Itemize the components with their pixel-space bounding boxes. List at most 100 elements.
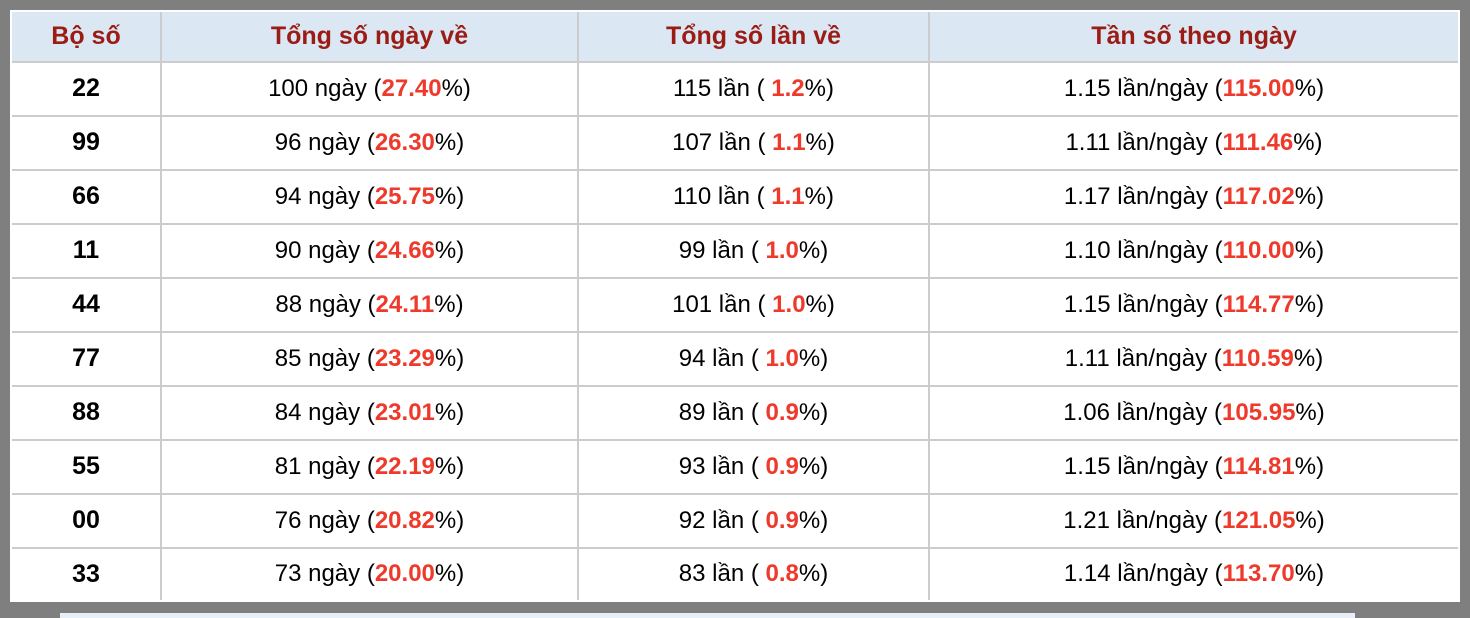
times-suffix: %) — [798, 236, 829, 264]
times-text: 110 lần ( — [672, 182, 772, 210]
times-percent: 1.2 — [771, 74, 805, 102]
days-cell: 96 ngày (26.30%) — [161, 115, 579, 171]
days-suffix: %) — [434, 128, 465, 156]
pair-cell: 77 — [12, 331, 162, 387]
times-text: 89 lần ( — [678, 398, 766, 426]
freq-percent: 115.00 — [1222, 74, 1295, 102]
days-cell: 73 ngày (20.00%) — [161, 547, 579, 600]
days-cell: 90 ngày (24.66%) — [161, 223, 579, 279]
times-percent: 0.9 — [765, 452, 799, 480]
freq-text: 1.11 lần/ngày ( — [1064, 344, 1222, 372]
freq-cell: 1.21 lần/ngày (121.05%) — [929, 493, 1458, 549]
freq-cell: 1.14 lần/ngày (113.70%) — [929, 548, 1458, 600]
days-text: 90 ngày ( — [274, 236, 375, 264]
days-percent: 25.75 — [374, 182, 435, 210]
table-row: 11 90 ngày (24.66%) 99 lần ( 1.0%) 1.10 … — [12, 223, 1458, 279]
table-row: 88 84 ngày (23.01%) 89 lần ( 0.9%) 1.06 … — [12, 385, 1458, 441]
times-suffix: %) — [804, 182, 834, 210]
days-cell: 100 ngày (27.40%) — [161, 62, 579, 117]
days-suffix: %) — [434, 506, 465, 534]
times-text: 115 lần ( — [672, 74, 772, 102]
days-suffix: %) — [434, 452, 465, 480]
days-text: 85 ngày ( — [274, 344, 375, 372]
times-suffix: %) — [798, 560, 829, 588]
times-suffix: %) — [804, 74, 834, 102]
times-suffix: %) — [798, 398, 829, 426]
freq-suffix: %) — [1295, 398, 1325, 426]
freq-cell: 1.15 lần/ngày (114.81%) — [929, 439, 1458, 495]
freq-suffix: %) — [1295, 506, 1325, 534]
freq-text: 1.14 lần/ngày ( — [1063, 560, 1223, 588]
days-suffix: %) — [434, 236, 465, 264]
freq-suffix: %) — [1293, 344, 1324, 372]
times-text: 92 lần ( — [678, 506, 766, 534]
times-suffix: %) — [805, 128, 835, 156]
freq-percent: 121.05 — [1222, 506, 1296, 534]
pair-cell: 99 — [12, 115, 162, 171]
freq-cell: 1.17 lần/ngày (117.02%) — [929, 169, 1458, 225]
times-cell: 110 lần ( 1.1%) — [578, 169, 930, 225]
days-text: 96 ngày ( — [274, 128, 375, 156]
freq-cell: 1.10 lần/ngày (110.00%) — [929, 223, 1458, 279]
days-text: 73 ngày ( — [274, 560, 375, 588]
days-suffix: %) — [434, 290, 464, 318]
days-percent: 23.29 — [374, 344, 435, 372]
times-percent: 1.1 — [771, 182, 805, 210]
freq-suffix: %) — [1294, 452, 1325, 480]
freq-suffix: %) — [1294, 236, 1325, 264]
times-text: 101 lần ( — [672, 290, 773, 318]
freq-percent: 110.59 — [1221, 344, 1294, 372]
days-suffix: %) — [434, 182, 465, 210]
times-percent: 0.8 — [765, 560, 799, 588]
times-text: 107 lần ( — [672, 128, 773, 156]
freq-suffix: %) — [1294, 182, 1325, 210]
freq-cell: 1.15 lần/ngày (114.77%) — [929, 277, 1458, 333]
col-header-total-days: Tổng số ngày về — [161, 12, 579, 63]
times-percent: 1.0 — [772, 290, 806, 318]
times-percent: 1.0 — [765, 236, 799, 264]
times-cell: 83 lần ( 0.8%) — [578, 547, 930, 600]
freq-suffix: %) — [1294, 560, 1325, 588]
freq-text: 1.21 lần/ngày ( — [1063, 506, 1223, 534]
freq-text: 1.17 lần/ngày ( — [1063, 182, 1223, 210]
freq-cell: 1.15 lần/ngày (115.00%) — [929, 62, 1458, 117]
statistics-table-container: Bộ số Tổng số ngày về Tổng số lần về Tần… — [10, 10, 1460, 602]
freq-text: 1.06 lần/ngày ( — [1063, 398, 1223, 426]
pair-cell: 00 — [12, 493, 162, 549]
freq-percent: 117.02 — [1222, 182, 1295, 210]
days-text: 76 ngày ( — [274, 506, 375, 534]
times-cell: 94 lần ( 1.0%) — [578, 331, 930, 387]
times-cell: 99 lần ( 1.0%) — [578, 223, 930, 279]
freq-text: 1.15 lần/ngày ( — [1063, 452, 1223, 480]
pair-cell: 55 — [12, 439, 162, 495]
times-percent: 1.0 — [765, 344, 799, 372]
days-cell: 84 ngày (23.01%) — [161, 385, 579, 441]
loto-frequency-table: Bộ số Tổng số ngày về Tổng số lần về Tần… — [12, 12, 1458, 600]
times-cell: 89 lần ( 0.9%) — [578, 385, 930, 441]
freq-text: 1.10 lần/ngày ( — [1063, 236, 1223, 264]
times-suffix: %) — [798, 344, 829, 372]
days-text: 88 ngày ( — [275, 290, 376, 318]
times-cell: 93 lần ( 0.9%) — [578, 439, 930, 495]
days-percent: 26.30 — [374, 128, 435, 156]
times-percent: 1.1 — [772, 128, 806, 156]
times-suffix: %) — [798, 506, 829, 534]
times-text: 99 lần ( — [678, 236, 766, 264]
days-cell: 81 ngày (22.19%) — [161, 439, 579, 495]
freq-percent: 114.77 — [1222, 290, 1295, 318]
freq-percent: 114.81 — [1222, 452, 1295, 480]
days-percent: 24.66 — [374, 236, 435, 264]
freq-text: 1.15 lần/ngày ( — [1063, 74, 1223, 102]
table-row: 66 94 ngày (25.75%) 110 lần ( 1.1%) 1.17… — [12, 169, 1458, 225]
days-suffix: %) — [441, 74, 471, 102]
freq-cell: 1.11 lần/ngày (110.59%) — [929, 331, 1458, 387]
pair-cell: 44 — [12, 277, 162, 333]
bottom-strip — [60, 613, 1355, 618]
table-row: 77 85 ngày (23.29%) 94 lần ( 1.0%) 1.11 … — [12, 331, 1458, 387]
freq-percent: 113.70 — [1222, 560, 1295, 588]
pair-cell: 88 — [12, 385, 162, 441]
days-cell: 94 ngày (25.75%) — [161, 169, 579, 225]
pair-cell: 22 — [12, 62, 162, 117]
table-row: 22 100 ngày (27.40%) 115 lần ( 1.2%) 1.1… — [12, 62, 1458, 117]
times-text: 93 lần ( — [678, 452, 766, 480]
